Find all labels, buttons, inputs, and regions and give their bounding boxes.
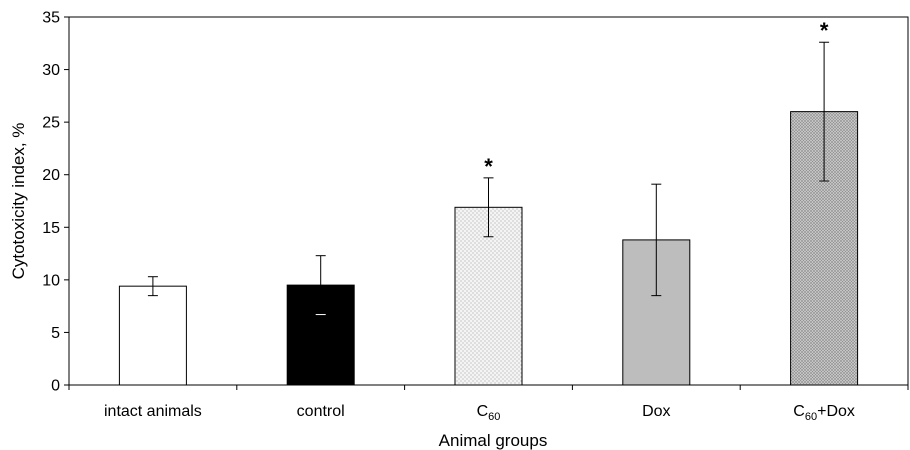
bar — [622, 239, 691, 386]
x-category-label: control — [297, 403, 345, 420]
y-tick-label: 0 — [51, 378, 60, 395]
x-category-label: intact animals — [104, 403, 202, 420]
y-tick-label: 5 — [51, 325, 60, 342]
significance-marker: * — [484, 154, 493, 179]
y-tick-label: 25 — [42, 115, 60, 132]
y-tick-label: 15 — [42, 220, 60, 237]
y-tick-label: 30 — [42, 62, 60, 79]
y-tick-label: 10 — [42, 272, 60, 289]
x-category-label: C60+Dox — [793, 403, 855, 423]
bar — [118, 285, 187, 386]
significance-marker: * — [820, 18, 829, 43]
y-axis-title: Cytotoxicity index, % — [9, 123, 28, 280]
y-tick-label: 35 — [42, 10, 60, 27]
x-category-label: C60 — [477, 403, 501, 423]
x-axis-title: Animal groups — [439, 431, 548, 450]
y-tick-label: 20 — [42, 167, 60, 184]
x-category-label: Dox — [642, 403, 670, 420]
plot-area: 0 5 10 15 20 25 30 35 intact animals control * C60 D… — [42, 10, 909, 423]
